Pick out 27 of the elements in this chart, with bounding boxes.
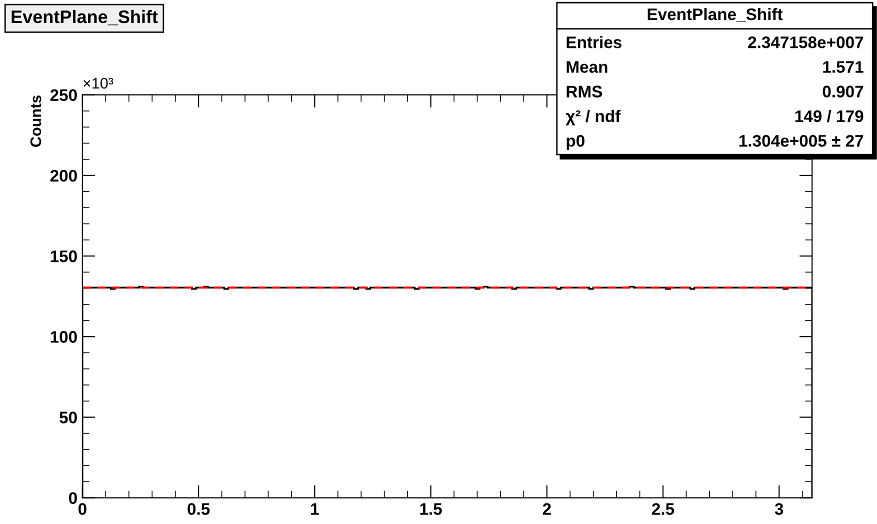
x-tick-label: 1 bbox=[311, 503, 319, 515]
annotation: p0 bbox=[566, 134, 584, 150]
text: ×10³ bbox=[84, 78, 114, 89]
chart-title: EventPlane_Shift bbox=[12, 10, 158, 26]
text: 2.347158e+007 bbox=[748, 36, 864, 48]
y-tick-label: 250 bbox=[50, 89, 77, 102]
x-tick-label: 3 bbox=[774, 503, 784, 515]
text: EventPlane_Shift bbox=[648, 8, 783, 22]
y-tick-label: 0 bbox=[68, 492, 77, 504]
y-tick-label: 200 bbox=[50, 170, 77, 182]
annotation: χ² / ndf bbox=[566, 110, 621, 126]
text: 0.907 bbox=[822, 86, 864, 98]
annotation: 149 / 179 bbox=[795, 110, 864, 122]
y-axis-title: Counts bbox=[30, 95, 42, 147]
y-tick-label: 150 bbox=[50, 250, 77, 262]
y-tick-label: 50 bbox=[60, 412, 77, 424]
y-tick-label: 100 bbox=[50, 331, 77, 343]
annotation: 1.304e+005 ± 27 bbox=[739, 134, 864, 147]
text: Entries bbox=[566, 36, 622, 48]
x-tick-label: 1.5 bbox=[420, 503, 442, 515]
text: Mean bbox=[566, 61, 608, 73]
x-tick-label: 0 bbox=[78, 503, 86, 515]
x-tick-label: 0.5 bbox=[188, 503, 210, 515]
text: 1.571 bbox=[823, 61, 864, 73]
x-tick-label: 2.5 bbox=[652, 503, 674, 515]
annotation: RMS bbox=[566, 86, 602, 98]
x-tick-label: 2 bbox=[542, 503, 551, 515]
